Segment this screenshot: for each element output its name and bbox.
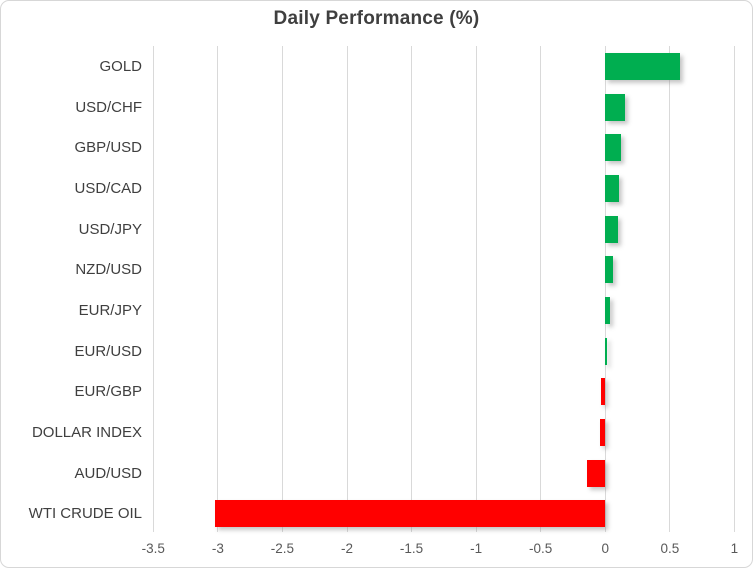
bar-eur-usd [605,337,607,365]
x-tick-label-0.5: 0.5 [660,541,680,556]
category-label-nzd-usd: NZD/USD [75,261,142,279]
bar-usd-cad [605,174,620,202]
x-tick-label-0: 0 [601,541,610,556]
category-label-usd-jpy: USD/JPY [78,220,142,238]
gridline--1.5 [411,46,413,532]
x-tick-label--2: -2 [340,541,354,556]
bar-eur-gbp [601,378,606,406]
category-label-usd-cad: USD/CAD [74,179,142,197]
bar-dollar-index [600,418,606,446]
gridline-0.5 [669,46,671,532]
gridline-0 [604,46,606,532]
gridline--0.5 [540,46,542,532]
x-tick-label--3.5: -3.5 [141,541,165,556]
bar-gbp-usd [605,134,621,162]
x-tick-label--1.5: -1.5 [399,541,424,556]
category-label-dollar-index: DOLLAR INDEX [31,423,142,441]
x-tick-label--2.5: -2.5 [270,541,295,556]
gridline--2 [346,46,348,532]
x-tick-label--0.5: -0.5 [529,541,553,556]
category-label-eur-gbp: EUR/GBP [74,383,142,401]
chart-title: Daily Performance (%) [273,8,480,29]
gridline--2.5 [281,46,283,532]
x-tick-label--1: -1 [470,541,483,556]
category-label-gold: GOLD [99,57,142,75]
bar-usd-chf [605,93,625,121]
bar-nzd-usd [605,256,613,284]
gridline-1 [733,46,735,532]
gridline--3.5 [152,46,154,532]
bar-usd-jpy [605,215,619,243]
gridline--1 [475,46,477,532]
bar-aud-usd [587,459,606,487]
gridline--3 [217,46,219,532]
x-tick-label-1: 1 [730,541,739,556]
category-label-eur-jpy: EUR/JPY [78,301,142,319]
category-label-eur-usd: EUR/USD [74,342,142,360]
bar-wti-crude-oil [215,500,606,528]
x-tick-label--3: -3 [211,541,224,556]
bar-gold [605,52,681,80]
bar-eur-jpy [605,296,611,324]
category-label-aud-usd: AUD/USD [74,464,142,482]
category-label-wti-crude-oil: WTI CRUDE OIL [28,505,142,523]
category-label-usd-chf: USD/CHF [75,98,142,116]
category-label-gbp-usd: GBP/USD [74,139,142,157]
